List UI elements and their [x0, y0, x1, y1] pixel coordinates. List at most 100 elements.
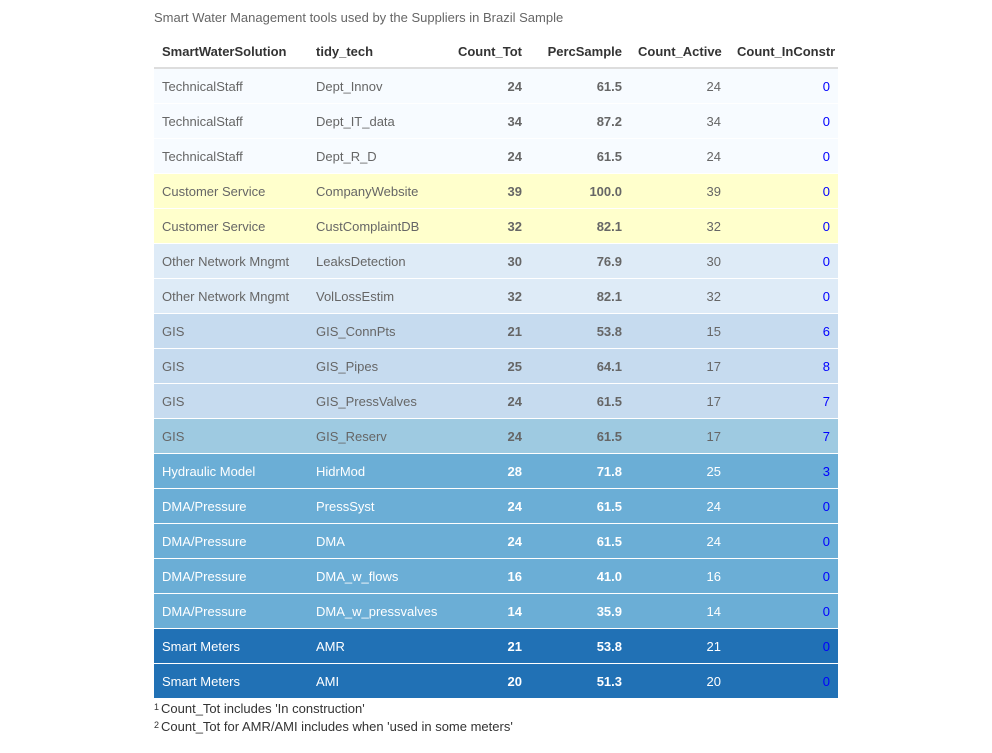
cell-count-inconstr: 0 [729, 243, 838, 279]
cell-percsample: 71.8 [530, 453, 630, 489]
table-row[interactable]: Customer Service CompanyWebsite 39 100.0 39 0 [154, 173, 838, 209]
table-row[interactable]: TechnicalStaff Dept_R_D 24 61.5 24 0 [154, 138, 838, 174]
cell-count-inconstr: 6 [729, 313, 838, 349]
table-header: SmartWaterSolution tidy_tech Count_Tot P… [154, 35, 838, 69]
cell-percsample: 82.1 [530, 278, 630, 314]
cell-percsample: 87.2 [530, 103, 630, 139]
cell-count-tot: 39 [446, 173, 530, 209]
cell-count-inconstr: 0 [729, 278, 838, 314]
table-row[interactable]: GIS GIS_Reserv 24 61.5 17 7 [154, 418, 838, 454]
cell-count-active: 24 [630, 488, 729, 524]
column-header-tidy-tech[interactable]: tidy_tech [308, 35, 446, 69]
column-header-smartwatersolution[interactable]: SmartWaterSolution [154, 35, 308, 69]
table-row[interactable]: TechnicalStaff Dept_IT_data 34 87.2 34 0 [154, 103, 838, 139]
cell-count-tot: 30 [446, 243, 530, 279]
cell-tidy-tech: GIS_Pipes [308, 348, 446, 384]
cell-tidy-tech: AMR [308, 628, 446, 664]
table-row[interactable]: Other Network Mngmt LeaksDetection 30 76.9 3… [154, 243, 838, 279]
cell-smartwatersolution: GIS [154, 418, 308, 454]
header-row: SmartWaterSolution tidy_tech Count_Tot P… [154, 35, 838, 69]
cell-tidy-tech: CompanyWebsite [308, 173, 446, 209]
cell-count-tot: 32 [446, 208, 530, 244]
cell-tidy-tech: Dept_R_D [308, 138, 446, 174]
cell-smartwatersolution: TechnicalStaff [154, 103, 308, 139]
cell-tidy-tech: DMA_w_pressvalves [308, 593, 446, 629]
cell-percsample: 61.5 [530, 383, 630, 419]
cell-count-active: 15 [630, 313, 729, 349]
cell-count-active: 24 [630, 67, 729, 104]
cell-count-inconstr: 0 [729, 138, 838, 174]
cell-count-inconstr: 0 [729, 523, 838, 559]
column-header-percsample[interactable]: PercSample [530, 35, 630, 69]
column-header-count-inconstr[interactable]: Count_InConstr [729, 35, 838, 69]
cell-smartwatersolution: DMA/Pressure [154, 593, 308, 629]
cell-count-inconstr: 0 [729, 558, 838, 594]
table-row[interactable]: GIS GIS_PressValves 24 61.5 17 7 [154, 383, 838, 419]
cell-count-tot: 24 [446, 383, 530, 419]
cell-smartwatersolution: GIS [154, 313, 308, 349]
cell-tidy-tech: PressSyst [308, 488, 446, 524]
cell-tidy-tech: HidrMod [308, 453, 446, 489]
table-row[interactable]: Hydraulic Model HidrMod 28 71.8 25 3 [154, 453, 838, 489]
cell-percsample: 35.9 [530, 593, 630, 629]
cell-percsample: 100.0 [530, 173, 630, 209]
cell-percsample: 61.5 [530, 138, 630, 174]
cell-count-inconstr: 0 [729, 208, 838, 244]
table-row[interactable]: GIS GIS_ConnPts 21 53.8 15 6 [154, 313, 838, 349]
cell-count-tot: 24 [446, 488, 530, 524]
cell-count-tot: 21 [446, 628, 530, 664]
cell-smartwatersolution: GIS [154, 348, 308, 384]
table-row[interactable]: Smart Meters AMR 21 53.8 21 0 [154, 628, 838, 664]
cell-count-tot: 24 [446, 418, 530, 454]
cell-percsample: 53.8 [530, 628, 630, 664]
cell-tidy-tech: AMI [308, 663, 446, 698]
cell-count-tot: 21 [446, 313, 530, 349]
cell-tidy-tech: GIS_ConnPts [308, 313, 446, 349]
cell-smartwatersolution: TechnicalStaff [154, 138, 308, 174]
cell-tidy-tech: VolLossEstim [308, 278, 446, 314]
column-header-count-active[interactable]: Count_Active [630, 35, 729, 69]
table-container: Smart Water Management tools used by the… [154, 0, 838, 736]
cell-count-active: 21 [630, 628, 729, 664]
cell-count-active: 17 [630, 348, 729, 384]
cell-count-tot: 20 [446, 663, 530, 698]
cell-count-inconstr: 0 [729, 67, 838, 104]
cell-count-active: 34 [630, 103, 729, 139]
cell-tidy-tech: DMA_w_flows [308, 558, 446, 594]
cell-count-inconstr: 7 [729, 418, 838, 454]
cell-tidy-tech: Dept_IT_data [308, 103, 446, 139]
cell-smartwatersolution: GIS [154, 383, 308, 419]
cell-smartwatersolution: Customer Service [154, 208, 308, 244]
cell-count-active: 14 [630, 593, 729, 629]
cell-count-inconstr: 0 [729, 663, 838, 698]
table-row[interactable]: Customer Service CustComplaintDB 32 82.1 32 0 [154, 208, 838, 244]
cell-count-inconstr: 0 [729, 103, 838, 139]
cell-count-active: 16 [630, 558, 729, 594]
cell-tidy-tech: CustComplaintDB [308, 208, 446, 244]
table-row[interactable]: DMA/Pressure DMA 24 61.5 24 0 [154, 523, 838, 559]
table-row[interactable]: DMA/Pressure PressSyst 24 61.5 24 0 [154, 488, 838, 524]
footnote-mark: 2 [154, 720, 160, 730]
cell-percsample: 41.0 [530, 558, 630, 594]
cell-count-inconstr: 0 [729, 173, 838, 209]
column-header-count-tot[interactable]: Count_Tot [446, 35, 530, 69]
table-row[interactable]: DMA/Pressure DMA_w_flows 16 41.0 16 0 [154, 558, 838, 594]
cell-count-active: 24 [630, 523, 729, 559]
cell-tidy-tech: Dept_Innov [308, 67, 446, 104]
cell-count-inconstr: 0 [729, 628, 838, 664]
table-row[interactable]: DMA/Pressure DMA_w_pressvalves 14 35.9 14 0 [154, 593, 838, 629]
cell-smartwatersolution: DMA/Pressure [154, 523, 308, 559]
cell-count-tot: 16 [446, 558, 530, 594]
cell-smartwatersolution: Customer Service [154, 173, 308, 209]
footnote-mark: 1 [154, 702, 160, 712]
cell-count-inconstr: 0 [729, 593, 838, 629]
table-row[interactable]: GIS GIS_Pipes 25 64.1 17 8 [154, 348, 838, 384]
table-row[interactable]: Smart Meters AMI 20 51.3 20 0 [154, 663, 838, 698]
cell-count-tot: 24 [446, 523, 530, 559]
cell-count-inconstr: 7 [729, 383, 838, 419]
table-row[interactable]: Other Network Mngmt VolLossEstim 32 82.1 32 0 [154, 278, 838, 314]
table-row[interactable]: TechnicalStaff Dept_Innov 24 61.5 24 0 [154, 67, 838, 104]
cell-smartwatersolution: Smart Meters [154, 628, 308, 664]
cell-count-active: 30 [630, 243, 729, 279]
cell-percsample: 61.5 [530, 488, 630, 524]
